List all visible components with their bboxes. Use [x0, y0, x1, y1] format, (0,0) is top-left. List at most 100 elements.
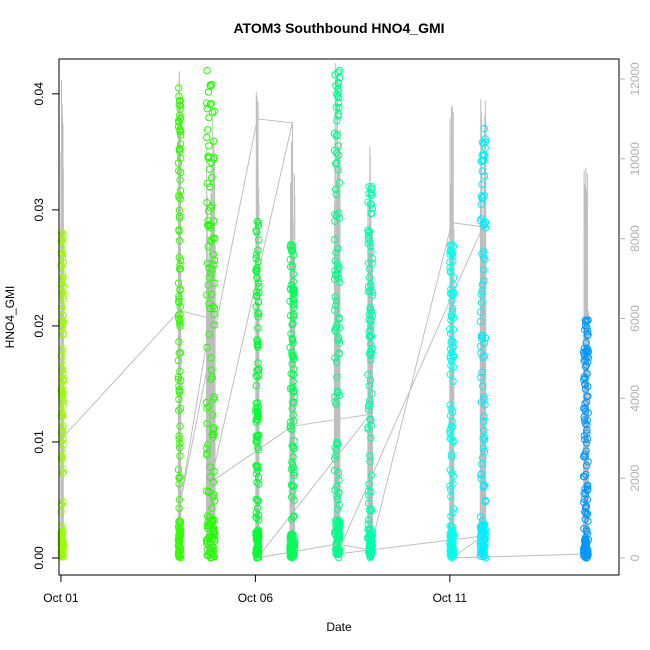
- data-point: [581, 326, 589, 334]
- data-point: [207, 100, 215, 108]
- data-point: [583, 316, 591, 325]
- data-point: [479, 444, 487, 452]
- data-point: [583, 398, 591, 406]
- data-point: [367, 201, 376, 209]
- data-point: [252, 226, 260, 235]
- data-point: [203, 449, 211, 457]
- data-point: [254, 221, 262, 230]
- data-point: [206, 473, 215, 481]
- data-point: [580, 375, 588, 384]
- data-point: [210, 261, 218, 269]
- data-point: [252, 372, 260, 380]
- data-point: [582, 509, 590, 517]
- data-point: [176, 303, 185, 311]
- data-point: [176, 439, 184, 448]
- data-point: [583, 426, 591, 434]
- data-point: [252, 254, 260, 262]
- data-point: [364, 402, 373, 410]
- data-point: [288, 321, 296, 329]
- data-point: [286, 343, 294, 352]
- data-point: [253, 217, 261, 226]
- data-point: [365, 227, 373, 236]
- data-point: [206, 304, 214, 313]
- data-point: [334, 151, 343, 159]
- data-point: [175, 167, 183, 175]
- data-point: [366, 400, 374, 408]
- data-point: [204, 88, 213, 96]
- data-point: [209, 395, 218, 403]
- data-point: [176, 115, 184, 123]
- data-point: [335, 66, 344, 75]
- data-point: [176, 195, 185, 203]
- flight-group: [252, 91, 263, 562]
- data-point: [367, 209, 375, 218]
- data-point: [446, 289, 455, 297]
- data-point: [447, 405, 455, 413]
- data-point: [335, 391, 344, 400]
- data-point: [478, 368, 486, 377]
- data-point: [335, 531, 343, 540]
- data-point: [365, 350, 374, 358]
- data-point: [479, 353, 487, 362]
- data-point: [175, 395, 183, 404]
- plot-frame: [58, 58, 620, 576]
- data-point: [175, 534, 184, 542]
- data-point: [335, 209, 343, 217]
- data-point: [255, 310, 263, 318]
- data-point: [478, 250, 486, 258]
- data-point: [252, 399, 260, 408]
- data-point: [176, 404, 185, 413]
- data-point: [203, 291, 211, 299]
- data-point: [476, 217, 485, 225]
- data-point: [479, 483, 487, 491]
- data-point: [334, 68, 342, 77]
- data-point: [581, 452, 589, 461]
- data-point: [478, 167, 486, 175]
- data-point: [447, 422, 455, 431]
- data-point: [368, 259, 376, 267]
- y2-tick-label: 12000: [628, 62, 642, 96]
- x-axis-label: Date: [326, 620, 352, 634]
- data-point: [332, 248, 340, 257]
- data-point: [330, 146, 339, 155]
- data-point: [447, 311, 455, 319]
- data-point: [364, 239, 372, 248]
- data-point: [252, 418, 260, 426]
- data-point: [205, 402, 213, 411]
- data-point: [481, 497, 489, 506]
- data-point: [480, 254, 488, 262]
- data-point: [480, 393, 488, 401]
- data-point: [366, 237, 374, 246]
- data-point: [480, 192, 488, 200]
- data-point: [449, 289, 458, 298]
- data-point: [335, 278, 343, 286]
- data-point: [175, 387, 184, 395]
- data-point: [205, 220, 213, 229]
- data-point: [446, 370, 454, 379]
- data-point: [175, 84, 183, 92]
- data-point: [583, 485, 592, 493]
- data-point: [253, 436, 261, 444]
- data-point: [366, 545, 374, 553]
- data-point: [175, 432, 183, 440]
- data-point: [175, 526, 184, 534]
- data-point: [332, 82, 340, 90]
- data-point: [203, 343, 211, 352]
- data-point: [290, 471, 298, 480]
- data-point: [582, 447, 590, 455]
- data-point: [203, 66, 211, 75]
- data-point: [175, 338, 183, 346]
- data-point: [210, 310, 218, 318]
- data-point: [367, 340, 375, 348]
- data-point: [208, 504, 216, 512]
- data-point: [480, 447, 488, 456]
- y-axis-left: 0.00 0.01 0.02 0.03 0.04: [32, 82, 59, 570]
- data-point: [583, 369, 591, 378]
- data-point: [289, 487, 297, 495]
- data-point: [368, 255, 377, 263]
- data-point: [59, 239, 67, 247]
- data-point: [210, 107, 219, 116]
- data-point: [336, 73, 344, 82]
- data-point: [288, 335, 296, 343]
- data-point: [364, 499, 373, 508]
